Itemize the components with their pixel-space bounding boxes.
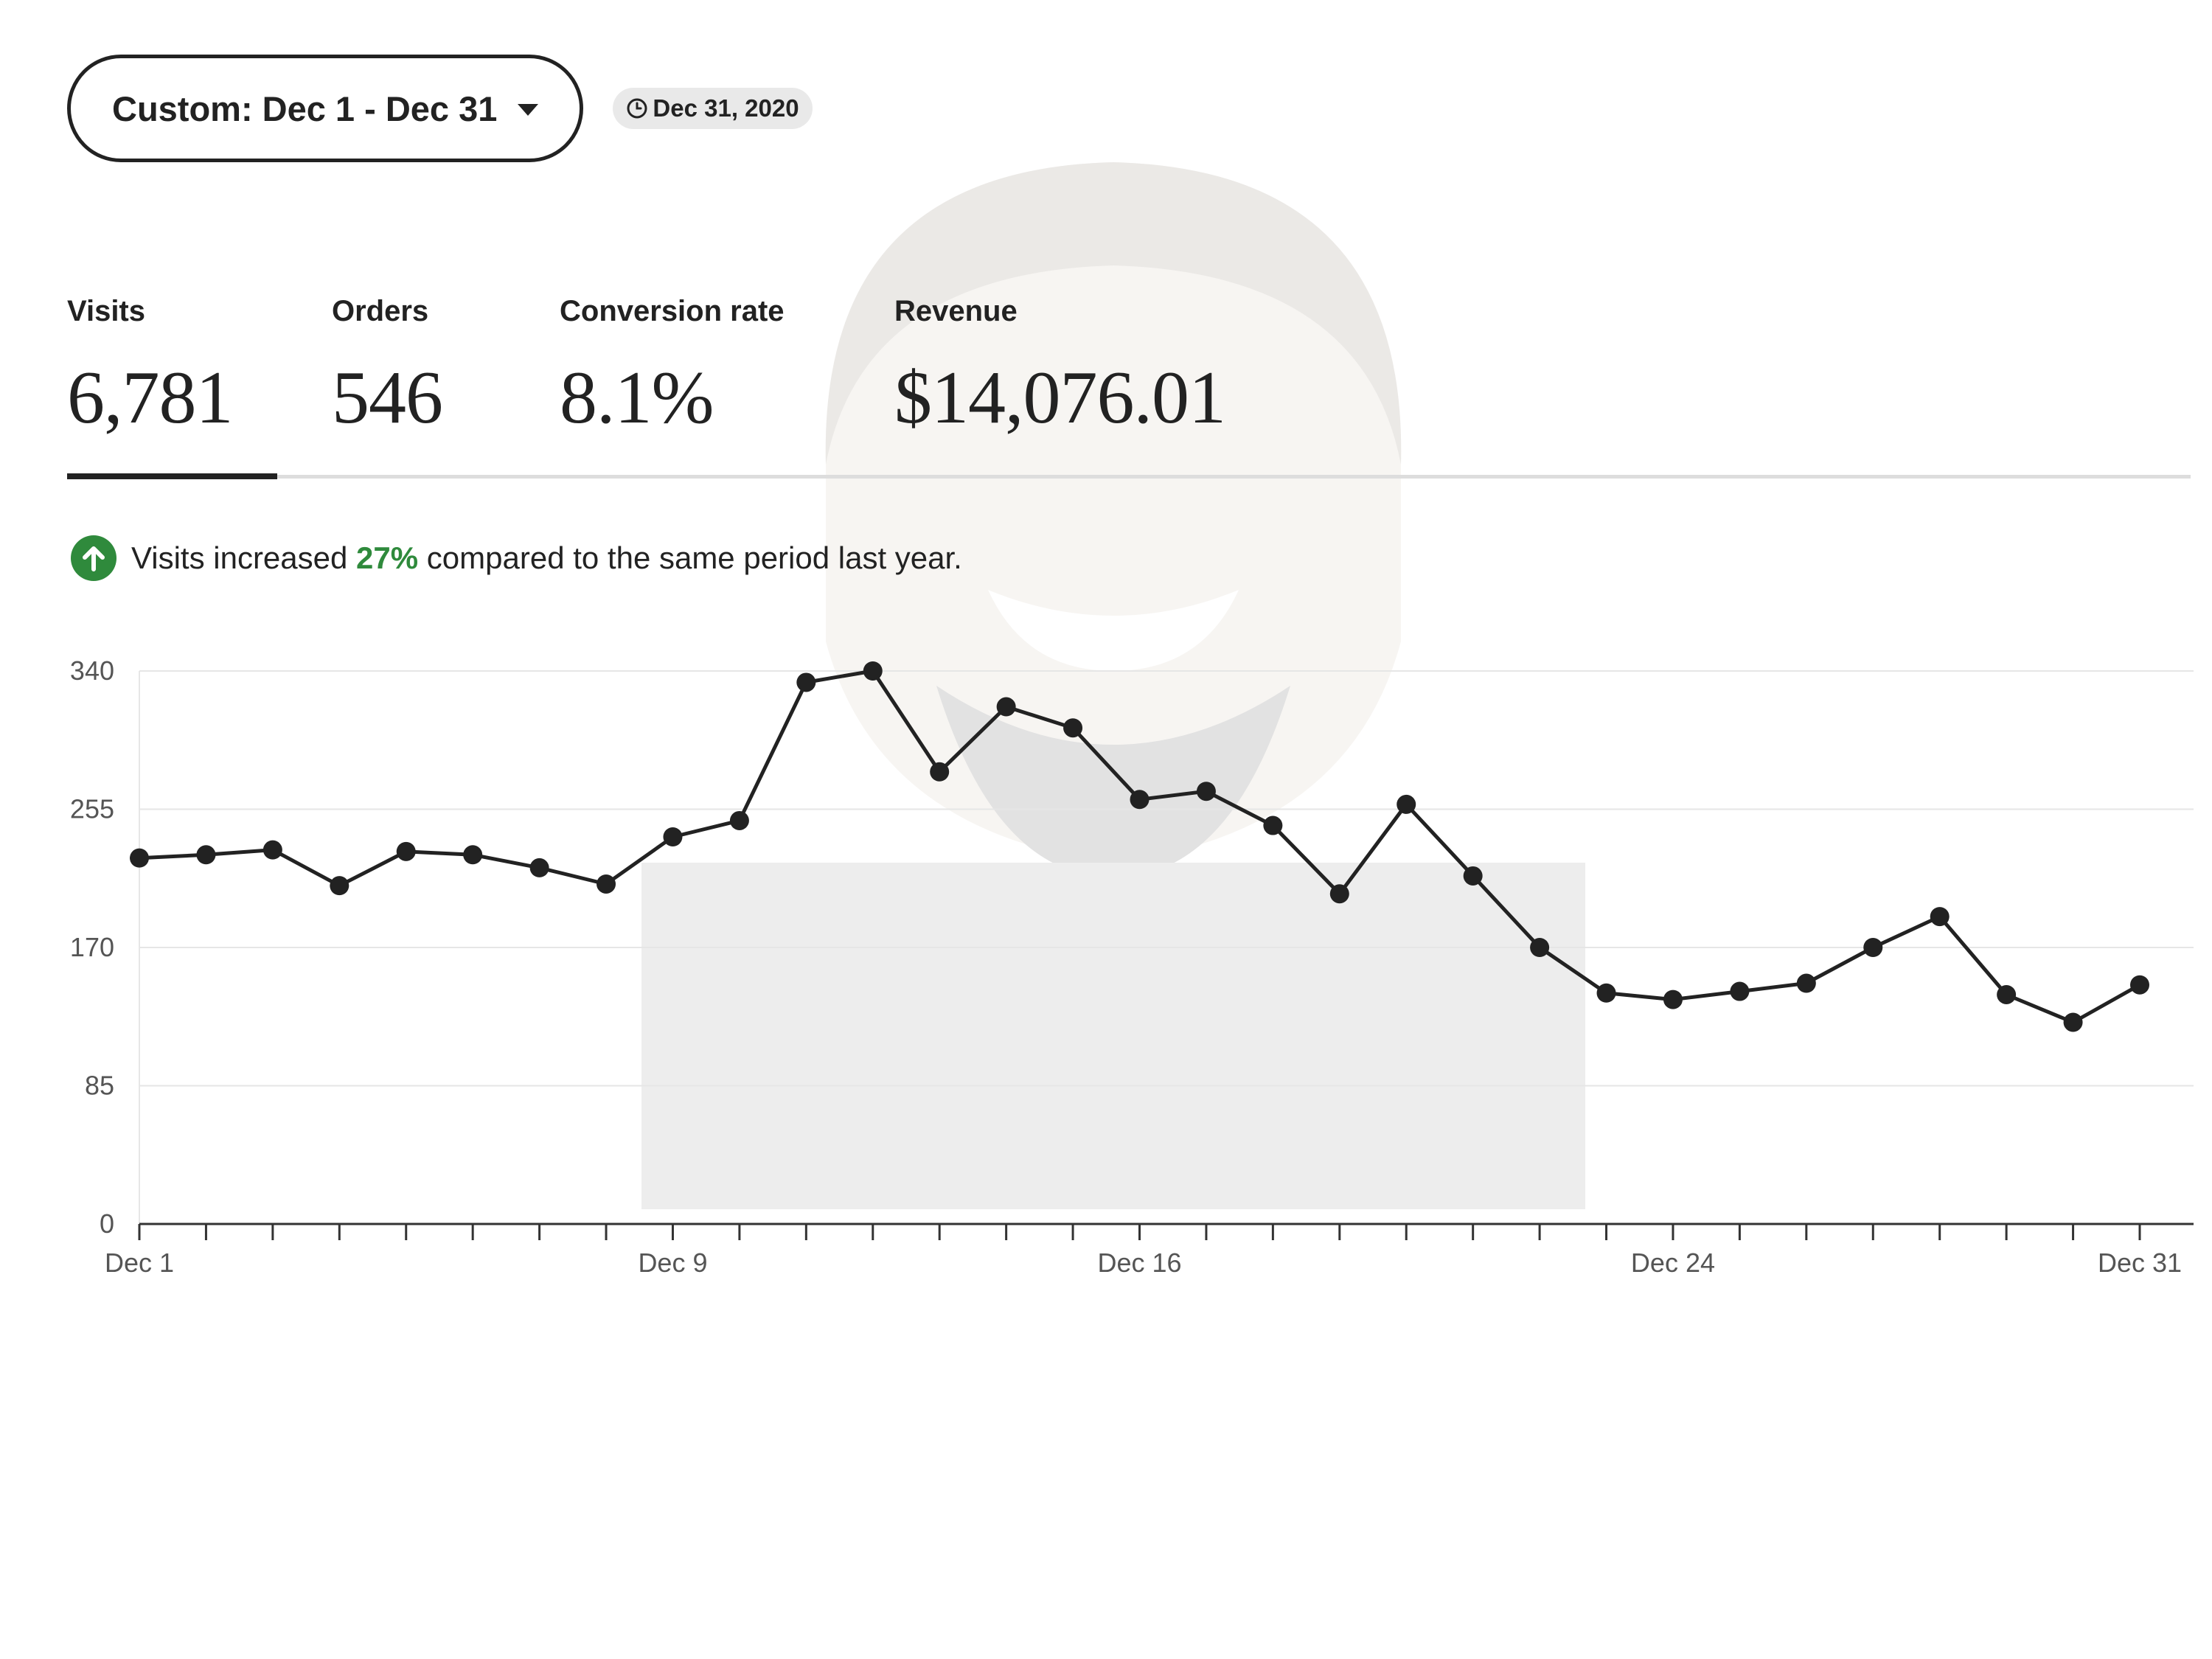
clock-icon — [627, 98, 647, 119]
stat-revenue-tab[interactable]: Revenue $14,076.01 — [894, 295, 1226, 441]
data-point — [729, 810, 749, 830]
data-point — [2063, 1012, 2083, 1032]
x-tick-label: Dec 16 — [1097, 1248, 1181, 1278]
stat-label: Conversion rate — [560, 295, 785, 327]
stats-tabs: Visits 6,781 Orders 546 Conversion rate … — [67, 295, 2191, 481]
stat-visits-tab[interactable]: Visits 6,781 — [67, 295, 233, 441]
stat-value: 546 — [332, 356, 443, 439]
data-point — [463, 845, 483, 865]
data-point — [1397, 794, 1416, 814]
data-point — [1596, 983, 1616, 1003]
data-point — [930, 762, 950, 782]
y-tick-label: 0 — [100, 1208, 114, 1239]
data-point — [1130, 790, 1150, 810]
data-point — [529, 858, 549, 877]
x-tick-label: Dec 31 — [2098, 1248, 2182, 1278]
visits-insight: Visits increased 27% compared to the sam… — [71, 535, 962, 581]
data-point — [597, 874, 616, 894]
data-point — [1263, 815, 1283, 835]
data-point — [996, 697, 1016, 717]
data-point — [663, 827, 683, 846]
stat-value: $14,076.01 — [894, 356, 1226, 439]
stat-label: Revenue — [894, 295, 1018, 327]
date-range-label: Custom: Dec 1 - Dec 31 — [112, 88, 498, 128]
data-point — [796, 672, 816, 692]
data-point — [1863, 938, 1883, 957]
data-point — [196, 845, 216, 865]
y-tick-label: 340 — [70, 655, 114, 686]
stat-label: Orders — [332, 295, 429, 327]
data-point — [396, 841, 416, 861]
updated-date-badge: Dec 31, 2020 — [613, 88, 813, 129]
stat-orders-tab[interactable]: Orders 546 — [332, 295, 443, 441]
visits-line-chart: 0 85 170 255 340 Dec 1 Dec 9 Dec 16 Dec 24 Dec 31 — [70, 655, 2194, 1278]
data-point — [262, 840, 282, 860]
data-point — [1530, 938, 1550, 957]
data-point — [330, 876, 349, 896]
data-point — [1930, 907, 1950, 927]
data-point — [1329, 884, 1349, 904]
date-range-dropdown[interactable]: Custom: Dec 1 - Dec 31 — [67, 55, 584, 162]
y-tick-label: 85 — [85, 1071, 114, 1101]
x-tick-label: Dec 9 — [638, 1248, 707, 1278]
active-tab-indicator — [67, 473, 277, 479]
data-point — [1663, 990, 1683, 1009]
y-tick-label: 170 — [70, 932, 114, 962]
portrait-watermark — [641, 162, 1585, 1209]
y-tick-label: 255 — [70, 794, 114, 824]
data-point — [130, 848, 149, 868]
x-tick-label: Dec 24 — [1631, 1248, 1715, 1278]
insight-percent: 27% — [356, 540, 419, 575]
x-tick-label: Dec 1 — [105, 1248, 174, 1278]
stat-value: 6,781 — [67, 356, 233, 439]
data-point — [1796, 973, 1816, 993]
insight-prefix: Visits increased — [131, 540, 348, 575]
data-point — [1463, 866, 1483, 886]
series-line — [139, 669, 2141, 1024]
data-point — [1063, 718, 1083, 738]
stat-value: 8.1% — [560, 356, 714, 439]
data-point — [1196, 782, 1216, 801]
data-point — [1730, 981, 1750, 1001]
stat-label: Visits — [67, 295, 145, 327]
data-point — [2130, 975, 2149, 995]
updated-date-text: Dec 31, 2020 — [653, 94, 799, 122]
stat-conversion-tab[interactable]: Conversion rate 8.1% — [560, 295, 785, 441]
data-point — [863, 661, 883, 681]
data-point — [1997, 984, 2017, 1004]
insight-suffix: compared to the same period last year. — [426, 540, 962, 575]
chevron-down-icon — [518, 104, 539, 116]
tabs-divider — [67, 475, 2191, 479]
arrow-up-icon — [71, 535, 116, 581]
